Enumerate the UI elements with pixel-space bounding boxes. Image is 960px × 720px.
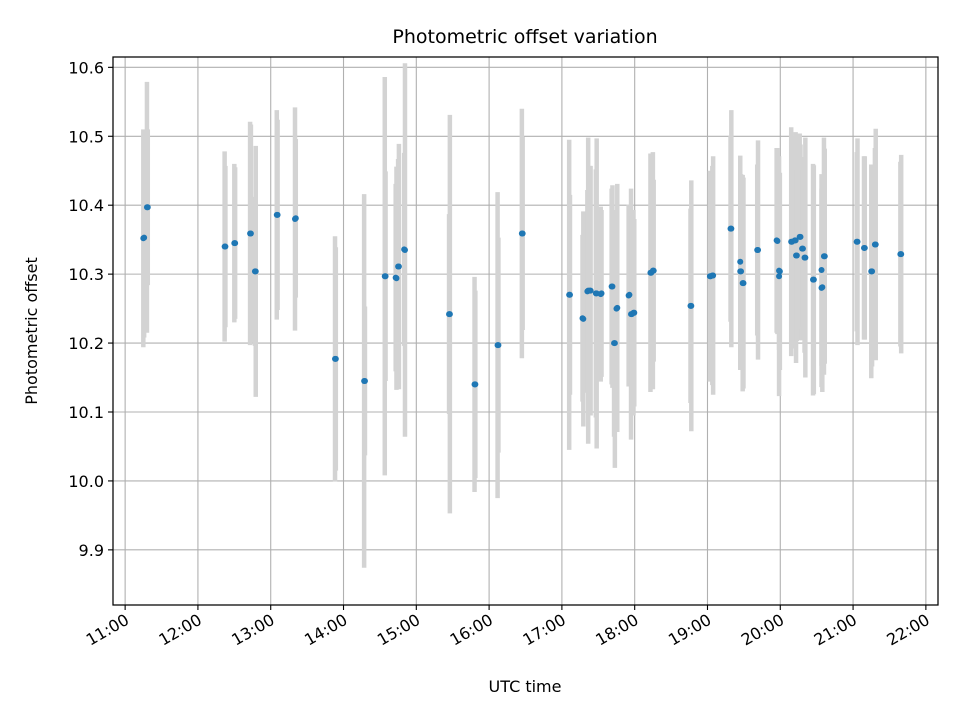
data-point	[232, 240, 239, 247]
data-point	[793, 252, 800, 259]
data-point	[728, 225, 735, 232]
data-point	[361, 377, 368, 384]
data-point	[818, 266, 825, 273]
y-tick-label: 10.2	[68, 334, 104, 353]
y-tick-label: 10.1	[68, 403, 104, 422]
data-point	[566, 291, 573, 298]
data-point	[274, 211, 281, 218]
data-point	[737, 258, 744, 265]
y-tick-label: 10.0	[68, 472, 104, 491]
data-point	[861, 244, 868, 251]
y-tick-label: 9.9	[79, 541, 104, 560]
data-point	[898, 251, 905, 258]
data-point	[797, 233, 804, 240]
data-point	[821, 253, 828, 260]
data-points	[140, 204, 905, 388]
data-point	[144, 204, 151, 211]
data-point	[393, 275, 400, 282]
data-point	[580, 315, 587, 322]
data-point	[446, 311, 453, 318]
x-axis-label: UTC time	[489, 677, 562, 696]
data-point	[332, 355, 339, 362]
data-point	[854, 238, 861, 245]
data-point	[587, 287, 594, 294]
data-point	[776, 268, 783, 275]
chart-title: Photometric offset variation	[392, 26, 657, 48]
data-point	[401, 247, 408, 254]
data-point	[472, 381, 479, 388]
data-point	[799, 245, 806, 252]
data-point	[141, 234, 148, 241]
data-point	[614, 304, 621, 311]
y-tick-label: 10.5	[68, 127, 104, 146]
data-point	[598, 290, 605, 297]
data-point	[810, 276, 817, 283]
data-point	[222, 243, 229, 250]
data-point	[869, 268, 876, 275]
data-point	[247, 230, 254, 237]
data-point	[611, 340, 618, 347]
y-tick-label: 10.6	[68, 58, 104, 77]
data-point	[755, 247, 762, 254]
data-point	[776, 273, 783, 280]
data-point	[738, 268, 745, 275]
data-point	[802, 254, 809, 261]
data-point	[519, 230, 526, 237]
y-tick-label: 10.4	[68, 196, 104, 215]
y-tick-label: 10.3	[68, 265, 104, 284]
data-point	[609, 283, 616, 290]
data-point	[792, 237, 799, 244]
plot-frame	[112, 56, 939, 606]
data-point	[710, 272, 717, 279]
data-point	[495, 342, 502, 349]
data-point	[382, 273, 389, 280]
data-point	[395, 263, 402, 270]
data-point	[688, 302, 695, 309]
data-point	[650, 267, 657, 274]
data-point	[819, 284, 826, 291]
data-point	[774, 238, 781, 245]
data-point	[292, 215, 299, 222]
data-point	[740, 280, 747, 287]
y-axis-label: Photometric offset	[22, 257, 41, 405]
data-point	[626, 291, 633, 298]
data-point	[631, 309, 638, 316]
data-point	[252, 268, 259, 275]
data-point	[872, 241, 879, 248]
data-point	[593, 290, 600, 297]
